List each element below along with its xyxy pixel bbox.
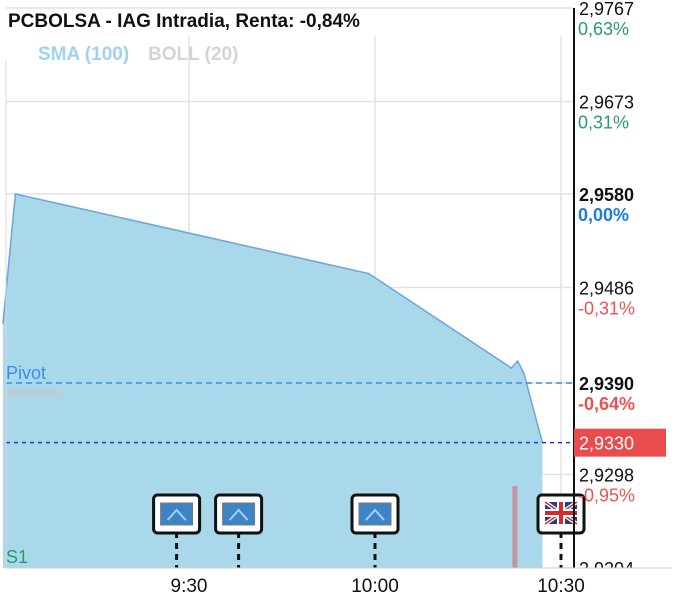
chart-header: PCBOLSA - IAG Intradia, Renta: -0,84% SM… [8, 11, 360, 65]
level-lines: Pivot S1 [6, 363, 574, 568]
price-point-3 [510, 367, 513, 369]
y-tick-label-5: 2,9298 [579, 466, 634, 486]
pivot-label: Pivot [6, 363, 46, 383]
last-price-label: 2,9330 [579, 434, 634, 454]
price-point-2 [368, 272, 370, 275]
price-point-5 [523, 372, 525, 374]
volume-marker [512, 486, 518, 568]
indicator-sma[interactable]: SMA (100) [38, 44, 129, 65]
price-point-1 [14, 193, 17, 195]
indicator-boll[interactable]: BOLL (20) [148, 44, 238, 65]
y-tick-pct-2: 0,00% [578, 205, 629, 225]
chart-title: PCBOLSA - IAG Intradia, Renta: -0,84% [8, 11, 360, 32]
y-tick-pct-3: -0,31% [578, 299, 635, 319]
flag-cross-red-v [559, 502, 563, 524]
y-tick-label-3: 2,9486 [579, 279, 634, 299]
news-icon-glyph [365, 508, 385, 521]
last-price-badge [574, 428, 666, 457]
x-tick-label-0: 9:30 [171, 576, 208, 597]
time-axis-band [0, 568, 678, 608]
y-tick-label-1: 2,9673 [579, 92, 634, 112]
s1-label: S1 [6, 547, 28, 567]
y-tick-pct-1: 0,31% [578, 112, 629, 132]
y-tick-pct-5: -0,95% [578, 486, 635, 506]
y-tick-pct-4: -0,64% [578, 394, 635, 414]
news-icon[interactable] [222, 502, 256, 526]
y-tick-pct-0: 0,63% [578, 19, 629, 39]
news-icon[interactable] [160, 502, 194, 526]
price-area [2, 193, 544, 569]
y-tick-label-4: 2,9390 [579, 374, 634, 394]
y-tick-label-0: 2,9767 [579, 0, 634, 19]
price-area-fill [3, 194, 543, 569]
y-tick-label-2: 2,9580 [579, 185, 634, 205]
x-tick-label-2: 10:30 [537, 576, 585, 597]
pivot-marker [6, 388, 62, 397]
x-tick-label-1: 10:00 [351, 576, 399, 597]
price-point-0 [2, 322, 4, 325]
price-point-4 [516, 360, 519, 362]
news-icon-glyph [228, 508, 249, 521]
news-icon[interactable] [358, 502, 392, 526]
event-markers[interactable] [152, 493, 586, 568]
news-icon-glyph [166, 508, 187, 521]
